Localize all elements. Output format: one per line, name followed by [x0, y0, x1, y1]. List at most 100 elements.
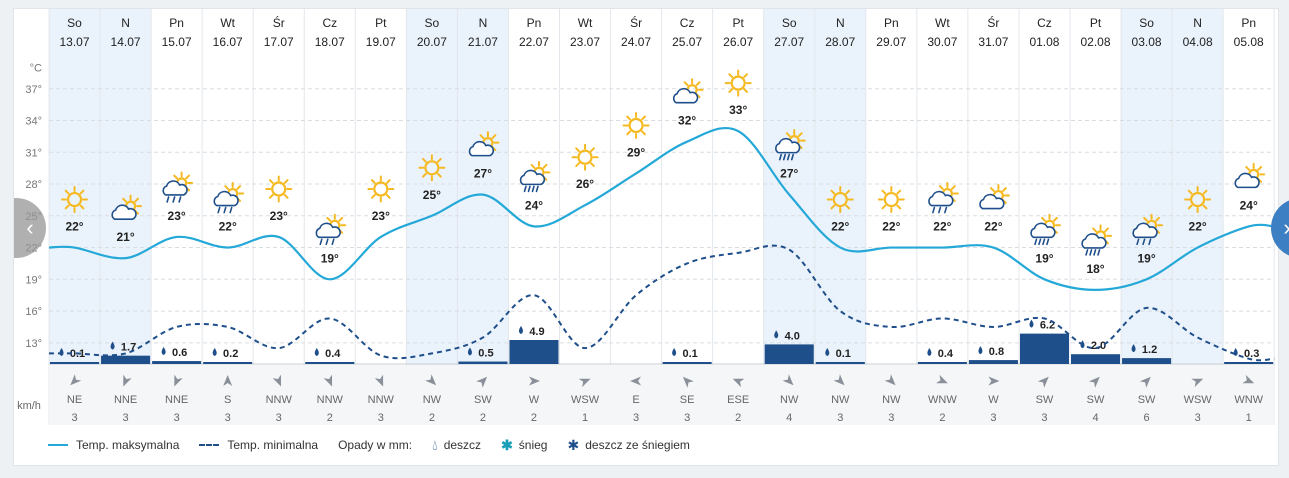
wind-speed-label: 2: [735, 412, 741, 424]
precip-value-label: 0.1: [836, 348, 851, 360]
cloud-icon: [1132, 222, 1158, 239]
raindrop-icon: [1131, 344, 1136, 353]
max-temp-value-label: 23°: [270, 209, 288, 223]
max-temp-value-label: 22°: [831, 220, 849, 234]
max-temp-value-label: 27°: [780, 167, 798, 181]
wind-direction-arrow-icon: [476, 376, 488, 388]
wind-speed-label: 3: [1041, 412, 1047, 424]
wind-speed-label: 6: [1144, 412, 1150, 424]
y-tick-label: 31°: [25, 147, 42, 159]
sun-icon: [367, 175, 395, 203]
max-temp-value-label: 18°: [1086, 262, 1104, 276]
max-temp-value-label: 29°: [627, 145, 645, 159]
chevron-right-icon: ›: [1283, 215, 1289, 241]
cloud-icon: [1234, 172, 1260, 189]
wind-speed-label: 3: [123, 412, 129, 424]
wind-direction-arrow-icon: [732, 378, 745, 388]
y-axis-unit-label: °C: [30, 63, 42, 75]
wind-direction-label: SW: [474, 394, 492, 406]
precip-value-label: 0.1: [682, 348, 697, 360]
max-temp-line: [48, 126, 1275, 291]
wind-direction-label: SW: [1138, 394, 1156, 406]
wind-speed-label: 2: [531, 412, 537, 424]
day-name-label: Pn: [527, 16, 542, 30]
next-arrow-button[interactable]: ›: [1271, 198, 1289, 258]
legend-rain: 💧︎ deszcz: [432, 438, 481, 452]
sun-icon: [61, 186, 89, 214]
wind-direction-arrow-icon: [1088, 376, 1100, 388]
date-label: 19.07: [366, 35, 396, 49]
rain-icon: [172, 196, 176, 203]
date-label: 03.08: [1132, 35, 1162, 49]
legend-sleet: ✱ deszcz ze śniegiem: [567, 438, 689, 452]
max-temp-value-label: 23°: [372, 209, 390, 223]
precip-value-label: 4.0: [785, 330, 800, 342]
date-label: 04.08: [1183, 35, 1213, 49]
max-temp-value-label: 25°: [423, 188, 441, 202]
max-temp-value-label: 24°: [525, 198, 543, 212]
raindrop-icon: [978, 346, 983, 355]
precip-value-label: 1.7: [121, 342, 136, 354]
wind-speed-label: 3: [276, 412, 282, 424]
wind-unit-label: km/h: [17, 400, 41, 412]
precip-bar: [662, 362, 712, 364]
rain-icon: [223, 206, 227, 214]
raindrop-icon: [1029, 319, 1034, 328]
cloud-icon: [1030, 222, 1056, 239]
wind-direction-label: W: [988, 394, 999, 406]
legend-sleet-label: deszcz ze śniegiem: [585, 438, 690, 452]
date-label: 23.07: [570, 35, 600, 49]
wind-speed-label: 3: [378, 412, 384, 424]
max-temp-value-label: 22°: [882, 220, 900, 234]
day-name-label: Cz: [1037, 16, 1052, 30]
wind-speed-label: 2: [327, 412, 333, 424]
wind-direction-arrow-icon: [425, 374, 437, 386]
precip-bar: [1122, 358, 1172, 364]
max-temp-value-label: 19°: [321, 251, 339, 265]
weekend-column-bg: [406, 9, 458, 365]
day-name-label: Cz: [322, 16, 337, 30]
wind-speed-label: 3: [888, 412, 894, 424]
cloud-icon: [928, 190, 954, 207]
wind-direction-label: WSW: [1184, 394, 1213, 406]
raindrop-icon: [110, 341, 115, 350]
date-label: 05.08: [1234, 35, 1264, 49]
wind-direction-arrow-icon: [528, 376, 540, 386]
heavy-rain-icon: [790, 153, 795, 161]
rain-icon: [1142, 238, 1146, 246]
heavy-rain-icon: [1046, 238, 1050, 246]
day-name-label: N: [836, 16, 845, 30]
sun-icon: [622, 111, 650, 139]
weather-forecast-card: 13°16°19°22°25°28°31°34°37°°CSo13.07N14.…: [13, 8, 1289, 466]
heavy-rain-icon: [527, 185, 531, 193]
cloud-icon: [468, 140, 495, 157]
precip-value-label: 0.2: [223, 348, 238, 360]
wind-direction-arrow-icon: [936, 374, 948, 384]
precip-value-label: 0.5: [478, 348, 493, 360]
snowflake-icon: ✱: [501, 437, 513, 453]
wind-direction-label: W: [529, 394, 540, 406]
legend-rain-label: deszcz: [443, 438, 482, 452]
day-name-label: Pn: [1241, 16, 1256, 30]
rain-icon: [1148, 238, 1152, 246]
wind-direction-label: WNW: [1234, 394, 1263, 406]
max-temp-value-label: 21°: [116, 230, 134, 244]
wind-direction-arrow-icon: [833, 374, 845, 386]
precip-value-label: 0.4: [938, 348, 954, 360]
precip-value-label: 6.2: [1040, 320, 1055, 332]
legend-min-temp: Temp. minimalna: [199, 438, 318, 452]
heavy-rain-icon: [1038, 238, 1042, 246]
day-name-label: Pn: [884, 16, 899, 30]
rain-icon: [331, 238, 335, 246]
date-label: 28.07: [825, 35, 855, 49]
precip-bar: [458, 361, 508, 364]
wind-direction-label: NNE: [114, 394, 137, 406]
day-name-label: So: [1139, 16, 1154, 30]
date-label: 26.07: [723, 35, 753, 49]
precip-bar: [968, 360, 1018, 364]
heavy-rain-icon: [1034, 238, 1038, 246]
y-tick-label: 34°: [25, 116, 42, 128]
sun-icon: [826, 186, 854, 214]
wind-row-bg: [49, 365, 1275, 425]
weekend-column-bg: [1121, 9, 1173, 365]
